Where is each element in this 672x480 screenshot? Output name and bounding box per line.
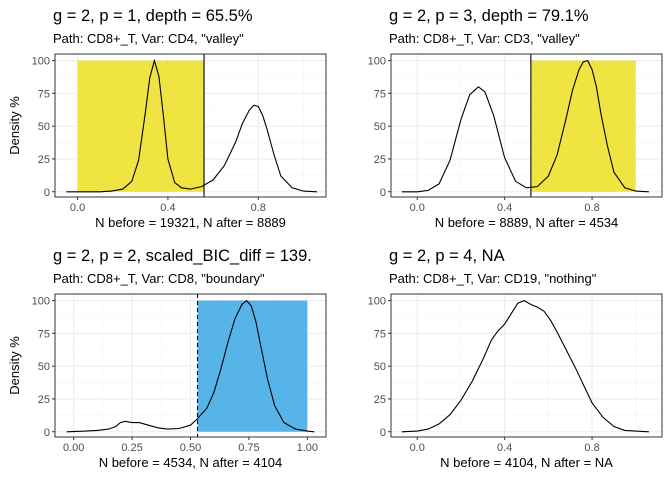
density-panel-bottom-right: g = 2, p = 4, NA Path: CD8+_T, Var: CD19,… — [336, 240, 672, 480]
chart-title: g = 2, p = 1, depth = 65.5% — [53, 7, 253, 25]
plot-frame — [390, 293, 663, 438]
x-axis-label: N before = 4534, N after = 4104 — [99, 455, 283, 470]
chart-subtitle: Path: CD8+_T, Var: CD4, "valley" — [53, 31, 244, 46]
x-tick-label: 0.75 — [238, 442, 259, 454]
gate-highlight-region — [77, 60, 205, 192]
x-tick-label: 0.0 — [410, 442, 425, 454]
gate-highlight-region — [530, 60, 636, 192]
x-tick-label: 0.4 — [497, 442, 512, 454]
y-tick-label: 0 — [380, 187, 386, 199]
y-tick-label: 75 — [374, 88, 386, 100]
density-chart-bottom-right: g = 2, p = 4, NA Path: CD8+_T, Var: CD19,… — [368, 247, 663, 470]
y-tick-label: 0 — [44, 187, 50, 199]
x-tick-label: 0.0 — [70, 202, 85, 214]
y-tick-label: 50 — [38, 121, 50, 133]
y-tick-label: 0 — [380, 427, 386, 439]
y-tick-label: 25 — [38, 394, 50, 406]
density-chart-bottom-left: g = 2, p = 2, scaled_BIC_diff = 139. Path… — [7, 247, 327, 470]
plot-background — [391, 294, 662, 437]
chart-subtitle: Path: CD8+_T, Var: CD3, "valley" — [389, 31, 580, 46]
y-axis-label: Density % — [7, 96, 22, 155]
x-tick-label: 0.4 — [160, 202, 175, 214]
y-tick-label: 100 — [368, 296, 386, 308]
chart-subtitle: Path: CD8+_T, Var: CD8, "boundary" — [53, 271, 265, 286]
x-tick-label: 0.8 — [584, 442, 599, 454]
density-curve — [401, 59, 649, 193]
y-tick-label: 25 — [374, 154, 386, 166]
plot-frame — [390, 53, 663, 198]
chart-title: g = 2, p = 3, depth = 79.1% — [389, 7, 589, 25]
density-curve — [66, 299, 315, 433]
y-tick-label: 75 — [38, 328, 50, 340]
y-tick-label: 25 — [38, 154, 50, 166]
y-tick-label: 50 — [38, 361, 50, 373]
x-tick-label: 0.4 — [497, 202, 512, 214]
y-tick-label: 75 — [374, 328, 386, 340]
gate-highlight-region — [197, 300, 308, 432]
y-tick-label: 50 — [374, 361, 386, 373]
density-chart-top-left: g = 2, p = 1, depth = 65.5% Path: CD8+_T,… — [7, 7, 327, 230]
chart-title: g = 2, p = 4, NA — [389, 247, 505, 265]
chart-title: g = 2, p = 2, scaled_BIC_diff = 139. — [53, 247, 312, 265]
x-axis-label: N before = 4104, N after = NA — [440, 455, 613, 470]
density-chart-top-right: g = 2, p = 3, depth = 79.1% Path: CD8+_T,… — [368, 7, 663, 230]
x-tick-label: 0.50 — [180, 442, 201, 454]
density-panel-top-right: g = 2, p = 3, depth = 79.1% Path: CD8+_T,… — [336, 0, 672, 240]
x-tick-label: 0.0 — [410, 202, 425, 214]
y-axis-label: Density % — [7, 336, 22, 395]
density-panel-top-left: g = 2, p = 1, depth = 65.5% Path: CD8+_T,… — [0, 0, 336, 240]
x-tick-label: 0.25 — [121, 442, 142, 454]
x-axis-label: N before = 19321, N after = 8889 — [95, 215, 286, 230]
y-tick-label: 100 — [368, 56, 386, 68]
y-tick-label: 50 — [374, 121, 386, 133]
density-panel-bottom-left: g = 2, p = 2, scaled_BIC_diff = 139. Path… — [0, 240, 336, 480]
density-curve — [66, 58, 318, 193]
y-tick-label: 100 — [32, 56, 50, 68]
chart-subtitle: Path: CD8+_T, Var: CD19, "nothing" — [389, 271, 597, 286]
y-tick-label: 75 — [38, 88, 50, 100]
x-axis-label: N before = 8889, N after = 4534 — [435, 215, 619, 230]
density-curve — [401, 299, 649, 433]
x-tick-label: 0.8 — [584, 202, 599, 214]
y-tick-label: 25 — [374, 394, 386, 406]
x-tick-label: 0.8 — [251, 202, 266, 214]
y-tick-label: 100 — [32, 296, 50, 308]
plot-frame — [54, 53, 327, 198]
y-tick-label: 0 — [44, 427, 50, 439]
x-tick-label: 0.00 — [63, 442, 84, 454]
x-tick-label: 1.00 — [297, 442, 318, 454]
